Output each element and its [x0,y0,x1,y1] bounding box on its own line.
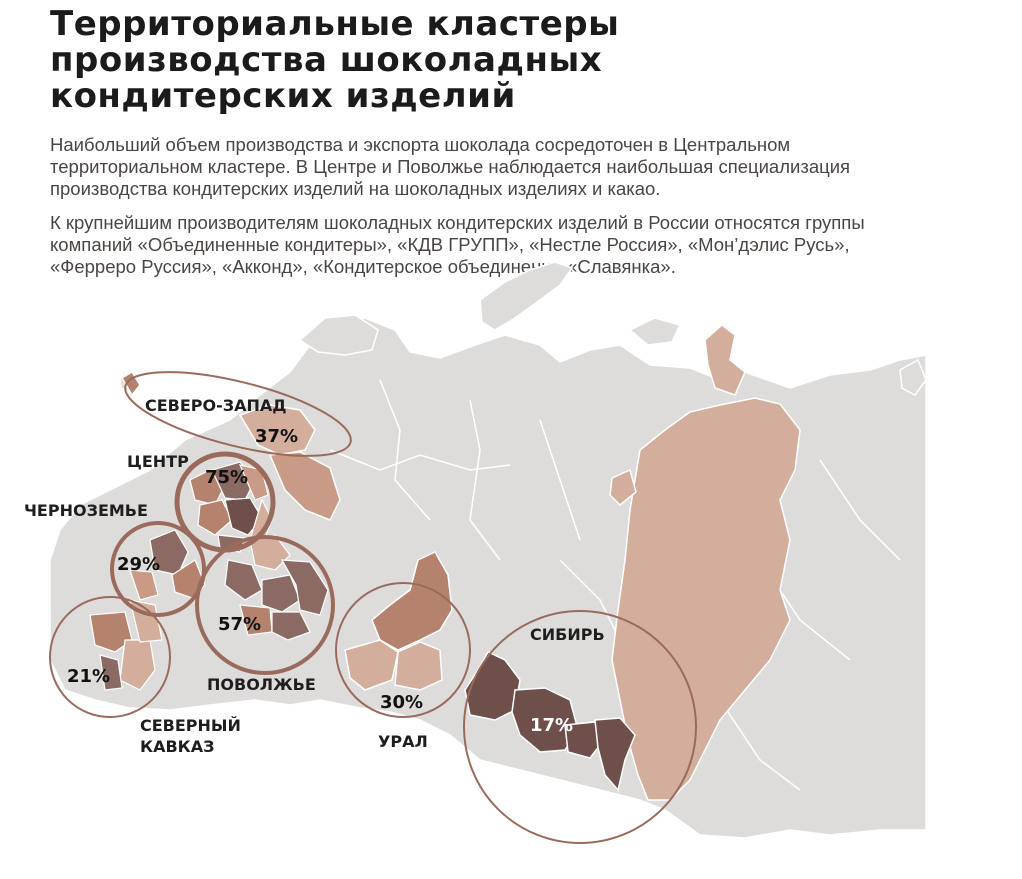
caucasus-label-line2: КАВКАЗ [140,737,214,756]
title-line-2: производства шоколадных [50,40,603,80]
siberia-regions [464,651,636,792]
cluster-circles [49,371,697,844]
chernozem-circle [110,521,206,617]
land-kola [298,314,379,356]
center-label: ЦЕНТР [127,452,189,471]
chernozem-label: ЧЕРНОЗЕМЬЕ [24,501,148,520]
caucasus-circle [49,596,171,718]
ural-regions [344,551,453,691]
northwest-share: 37% [255,426,298,447]
producers-paragraph: К крупнейшим производителям шоколадных к… [50,212,865,277]
region-evenkia-west [609,468,637,507]
volga-circle [195,535,335,675]
ural-share: 30% [380,692,423,713]
title-line-3: кондитерских изделий [50,76,516,116]
volga-label: ПОВОЛЖЬЕ [207,675,316,694]
region-krasnoyarsk [611,397,801,801]
land-arctic-islands [628,317,682,346]
volga-regions [224,534,329,641]
northwest-ellipse [124,371,352,457]
land-kamchatka [899,358,927,396]
intro-paragraph: Наибольший объем производства и экспорта… [50,134,851,199]
siberia-label: СИБИРЬ [530,625,605,644]
volga-share: 57% [218,614,261,635]
ural-label: УРАЛ [378,732,428,751]
chernozem-regions [129,529,206,601]
caucasus-label-line1: СЕВЕРНЫЙ [140,716,241,735]
siberia-share: 17% [530,715,573,736]
chernozem-share: 29% [117,554,160,575]
ural-circle [335,582,471,718]
land-novaya-zemlya [479,261,574,331]
page-title: Территориальные кластеры производства шо… [50,6,810,114]
northwest-label: СЕВЕРО-ЗАПАД [145,396,287,415]
northwest-regions [120,370,341,521]
page-margin [926,0,1022,879]
center-share: 75% [205,467,248,488]
title-line-1: Территориальные кластеры [50,4,620,44]
siberia-circle [463,610,697,844]
region-taimyr-north [704,324,746,396]
caucasus-share: 21% [67,666,110,687]
